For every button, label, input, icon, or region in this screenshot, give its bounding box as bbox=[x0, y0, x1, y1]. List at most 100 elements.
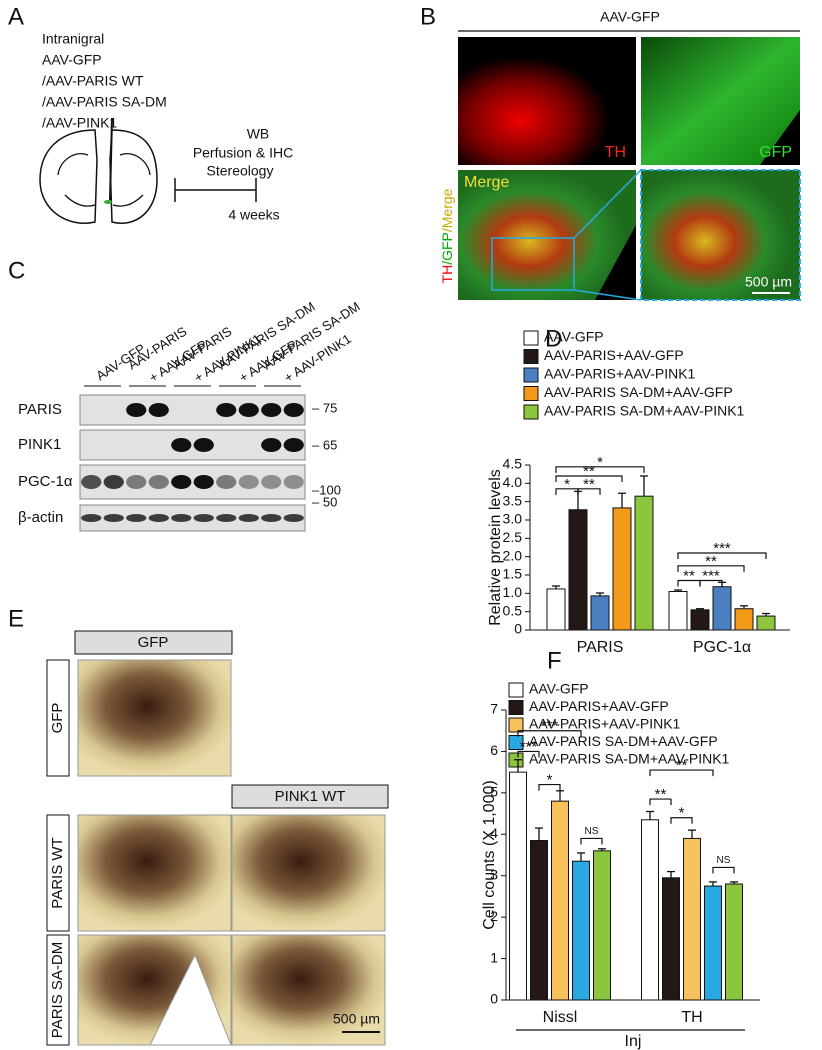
side-merge: /Merge bbox=[439, 188, 455, 232]
significance-bracket bbox=[517, 730, 582, 737]
blot-band bbox=[216, 514, 237, 522]
legend-swatch bbox=[523, 386, 539, 401]
bar bbox=[530, 840, 548, 1001]
y-tick-label: 2.5 bbox=[503, 529, 523, 545]
channel-label: Merge bbox=[464, 174, 509, 191]
legend-label: AAV-PARIS SA-DM+AAV-PINK1 bbox=[529, 751, 730, 767]
duration: 4 weeks bbox=[228, 207, 279, 223]
x-tick-label: PGC-1α bbox=[693, 639, 751, 656]
bar bbox=[590, 595, 610, 631]
blot-band bbox=[171, 514, 192, 522]
legend-swatch bbox=[523, 367, 539, 383]
row-header: PARIS WT bbox=[49, 837, 66, 908]
blot-band bbox=[261, 403, 282, 417]
significance-bracket bbox=[649, 798, 672, 806]
tissue-edge bbox=[149, 953, 232, 1046]
side-gfp: /GFP bbox=[439, 232, 455, 265]
mw-marker: –100 bbox=[312, 482, 341, 497]
y-tick-label: 2.0 bbox=[503, 547, 523, 563]
bar bbox=[712, 586, 732, 631]
bar bbox=[662, 877, 680, 1001]
significance-bracket bbox=[677, 552, 767, 559]
bar bbox=[683, 837, 701, 1001]
injection-line: Intranigral bbox=[42, 31, 104, 47]
y-tick-label: 0 bbox=[514, 621, 522, 637]
bar bbox=[756, 615, 776, 631]
blot-band bbox=[81, 475, 102, 489]
panel-label: C bbox=[8, 257, 25, 284]
blot-band bbox=[261, 514, 282, 522]
injection-line: /AAV-PARIS WT bbox=[42, 73, 144, 89]
blot-band bbox=[238, 403, 259, 417]
panel-label: A bbox=[8, 3, 24, 30]
significance-label: ** bbox=[705, 553, 717, 570]
y-tick-label: 3.5 bbox=[503, 492, 523, 508]
mw-marker: – 50 bbox=[312, 494, 337, 509]
panel-label: F bbox=[547, 647, 562, 674]
blot-band bbox=[193, 475, 214, 489]
panel-label: D bbox=[545, 325, 562, 352]
x-tick-label: Nissl bbox=[543, 1009, 578, 1026]
mw-marker: – 75 bbox=[312, 400, 337, 415]
significance-bracket bbox=[577, 488, 601, 495]
blot-label: β-actin bbox=[18, 509, 63, 526]
assay: Perfusion & IHC bbox=[193, 145, 293, 161]
y-tick-label: 0.5 bbox=[503, 602, 523, 618]
column-header-box bbox=[74, 630, 233, 655]
channel-label: TH bbox=[605, 144, 626, 161]
panel-label: E bbox=[8, 605, 24, 632]
significance-bracket bbox=[538, 783, 561, 791]
legend-label: AAV-PARIS+AAV-PINK1 bbox=[544, 366, 696, 382]
scale-bar-label: 500 µm bbox=[333, 1011, 380, 1027]
micrograph-gfp bbox=[641, 37, 800, 165]
y-tick-label: 3.0 bbox=[503, 511, 523, 527]
injection-needle bbox=[109, 117, 113, 201]
x-tick-label: TH bbox=[681, 1009, 702, 1026]
zoom-connector bbox=[573, 169, 642, 239]
significance-bracket bbox=[580, 837, 603, 845]
bar bbox=[634, 495, 654, 631]
ihc-grid: GFP PARIS WT PARIS SA-DM bbox=[46, 659, 386, 1046]
ihc-micrograph bbox=[231, 934, 386, 1046]
y-tick-label: 1.5 bbox=[503, 566, 523, 582]
assay: Stereology bbox=[207, 163, 274, 179]
assay: WB bbox=[247, 126, 270, 142]
y-tick-label: 4 bbox=[490, 825, 498, 841]
blot-label: PARIS bbox=[18, 401, 62, 418]
injection-site bbox=[104, 200, 112, 204]
significance-label: ** bbox=[676, 757, 688, 774]
blot-band bbox=[238, 475, 259, 489]
blot-band bbox=[126, 475, 147, 489]
y-tick-label: 4.0 bbox=[503, 474, 523, 490]
zoom-connector bbox=[573, 289, 642, 301]
injection-line: /AAV-PARIS SA-DM bbox=[42, 94, 167, 110]
brain-outline bbox=[39, 129, 158, 224]
column-header: PINK1 WT bbox=[275, 788, 346, 805]
micrograph-merge bbox=[458, 170, 636, 300]
significance-label: *** bbox=[520, 738, 538, 755]
blot-band bbox=[283, 475, 304, 489]
bar bbox=[572, 860, 590, 1001]
significance-label: ** bbox=[583, 476, 595, 493]
injection-line: /AAV-PINK1 bbox=[42, 115, 117, 131]
bar bbox=[593, 850, 611, 1001]
significance-label: ** bbox=[655, 786, 667, 803]
y-tick-label: 2 bbox=[490, 908, 498, 924]
micrograph-background bbox=[760, 110, 800, 165]
significance-bracket bbox=[555, 466, 645, 473]
significance-label: ** bbox=[583, 463, 595, 480]
legend-label: AAV-PARIS+AAV-GFP bbox=[544, 347, 684, 363]
y-tick-label: 4.5 bbox=[503, 456, 523, 472]
y-axis-title: Relative protein levels bbox=[487, 469, 504, 626]
blot-band bbox=[148, 475, 169, 489]
ihc-micrograph bbox=[77, 814, 232, 932]
panel-label: B bbox=[420, 3, 436, 30]
micrograph-zoom bbox=[640, 169, 801, 301]
legend-swatch bbox=[508, 700, 524, 715]
blot-band bbox=[126, 403, 147, 417]
bar bbox=[612, 507, 632, 631]
injection-list: Intranigral AAV-GFP/AAV-PARIS WT/AAV-PARI… bbox=[42, 31, 167, 131]
legend-swatch bbox=[523, 330, 539, 346]
zoom-box bbox=[491, 237, 575, 291]
